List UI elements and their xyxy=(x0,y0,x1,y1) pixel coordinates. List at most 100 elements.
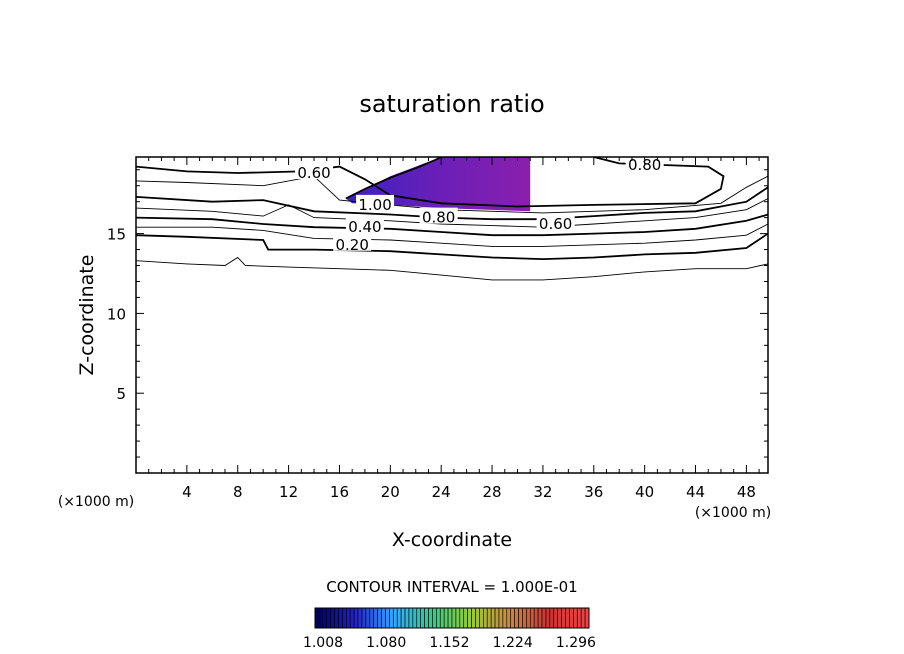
colorbar-cell xyxy=(483,607,488,629)
colorbar-cell xyxy=(486,607,492,629)
colorbar-cell xyxy=(557,607,562,629)
colorbar-cell xyxy=(369,607,375,629)
contour-label: 0.80 xyxy=(422,209,455,227)
y-tick-label: 15 xyxy=(107,226,126,244)
colorbar-cell xyxy=(424,607,429,629)
x-tick-label: 20 xyxy=(381,483,400,501)
colorbar-cell xyxy=(455,607,461,629)
x-units-left: (×1000 m) xyxy=(58,494,134,510)
colorbar-cell xyxy=(561,607,566,629)
x-tick-label: 36 xyxy=(584,483,603,501)
colorbar-cell xyxy=(494,607,500,629)
colorbar-cell xyxy=(545,607,551,629)
colorbar-cell xyxy=(404,607,410,629)
colorbar-cell xyxy=(526,607,531,629)
x-tick-label: 8 xyxy=(233,483,243,501)
colorbar-cell xyxy=(400,607,406,629)
colorbar-cell xyxy=(565,607,570,629)
colorbar xyxy=(314,607,590,629)
x-tick-label: 44 xyxy=(686,483,705,501)
contour-line xyxy=(136,213,768,237)
contour-line xyxy=(345,157,442,200)
plot-frame xyxy=(135,156,769,474)
contour-label-bg xyxy=(345,217,384,234)
colorbar-cell xyxy=(498,607,504,629)
x-tick-label: 28 xyxy=(483,483,502,501)
colorbar-cell xyxy=(373,607,378,629)
contour-label-bg xyxy=(419,207,458,224)
colorbar-cell xyxy=(490,607,496,629)
colorbar-cell xyxy=(506,607,512,629)
contour-label: 0.40 xyxy=(348,218,381,236)
colorbar-tick-label: 1.008 xyxy=(303,635,343,651)
x-axis-label: X-coordinate xyxy=(392,529,512,551)
contour-line xyxy=(136,232,768,261)
colorbar-tick-label: 1.224 xyxy=(493,635,533,651)
chart-title: saturation ratio xyxy=(359,90,544,118)
colorbar-cell xyxy=(353,607,359,629)
colorbar-cell xyxy=(381,607,386,629)
colorbar-cell xyxy=(365,607,371,629)
colorbar-cell xyxy=(463,607,468,629)
contour-line xyxy=(136,223,768,247)
colorbar-cell xyxy=(322,607,328,629)
contour-label-bg xyxy=(356,194,395,211)
colorbar-cell xyxy=(396,607,402,629)
colorbar-cell xyxy=(349,607,355,629)
colorbar-cell xyxy=(522,607,527,629)
colorbar-cell xyxy=(459,607,465,629)
colorbar-cell xyxy=(533,607,539,629)
colorbar-cell xyxy=(529,607,535,629)
colorbar-cell xyxy=(392,607,398,629)
contour-label: 0.20 xyxy=(335,236,368,254)
colorbar-frame xyxy=(314,607,590,629)
colorbar-cell xyxy=(361,607,367,629)
colorbar-cell xyxy=(549,607,555,629)
colorbar-cell xyxy=(412,607,418,629)
colorbar-cell xyxy=(432,607,437,629)
colorbar-cell xyxy=(514,607,519,629)
colorbar-cell xyxy=(436,607,441,629)
colorbar-cell xyxy=(479,607,484,629)
colorbar-cell xyxy=(569,607,574,629)
colorbar-cell xyxy=(502,607,508,629)
colorbar-cell xyxy=(518,607,523,629)
colorbar-cell xyxy=(318,607,324,629)
colorbar-tick-label: 1.080 xyxy=(366,635,406,651)
colorbar-cell xyxy=(537,607,543,629)
colorbar-cell xyxy=(428,607,433,629)
colorbar-cell xyxy=(342,607,347,629)
contour-label-bg xyxy=(333,234,372,251)
x-tick-label: 24 xyxy=(432,483,451,501)
colorbar-cell xyxy=(314,607,320,629)
y-tick-label: 10 xyxy=(107,305,126,323)
x-tick-label: 40 xyxy=(635,483,654,501)
contour-line xyxy=(136,157,725,208)
y-tick-label: 5 xyxy=(116,385,126,403)
y-axis-label: Z-coordinate xyxy=(76,255,98,376)
colorbar-cell xyxy=(580,607,586,629)
colorbar-cell xyxy=(541,607,547,629)
colorbar-cell xyxy=(510,607,515,629)
colorbar-cell xyxy=(475,607,480,629)
colorbar-tick-label: 1.296 xyxy=(556,635,596,651)
colorbar-cell xyxy=(420,607,425,629)
x-tick-label: 4 xyxy=(182,483,192,501)
colorbar-cell xyxy=(377,607,382,629)
contour-label-bg xyxy=(536,214,575,231)
x-units-right: (×1000 m) xyxy=(695,505,771,521)
colorbar-cell xyxy=(573,607,578,629)
x-tick-label: 32 xyxy=(533,483,552,501)
contour-label: 0.60 xyxy=(297,164,330,182)
x-tick-label: 16 xyxy=(330,483,349,501)
colorbar-cell xyxy=(326,607,331,629)
colorbar-cell xyxy=(553,607,558,629)
colorbar-labels: 1.008 1.080 1.152 1.224 1.296 xyxy=(303,635,596,651)
contour-line xyxy=(136,256,768,281)
colorbar-cell xyxy=(584,607,590,629)
colorbar-cell xyxy=(346,607,351,629)
x-tick-label: 12 xyxy=(279,483,298,501)
contour-label-bg xyxy=(295,162,334,179)
